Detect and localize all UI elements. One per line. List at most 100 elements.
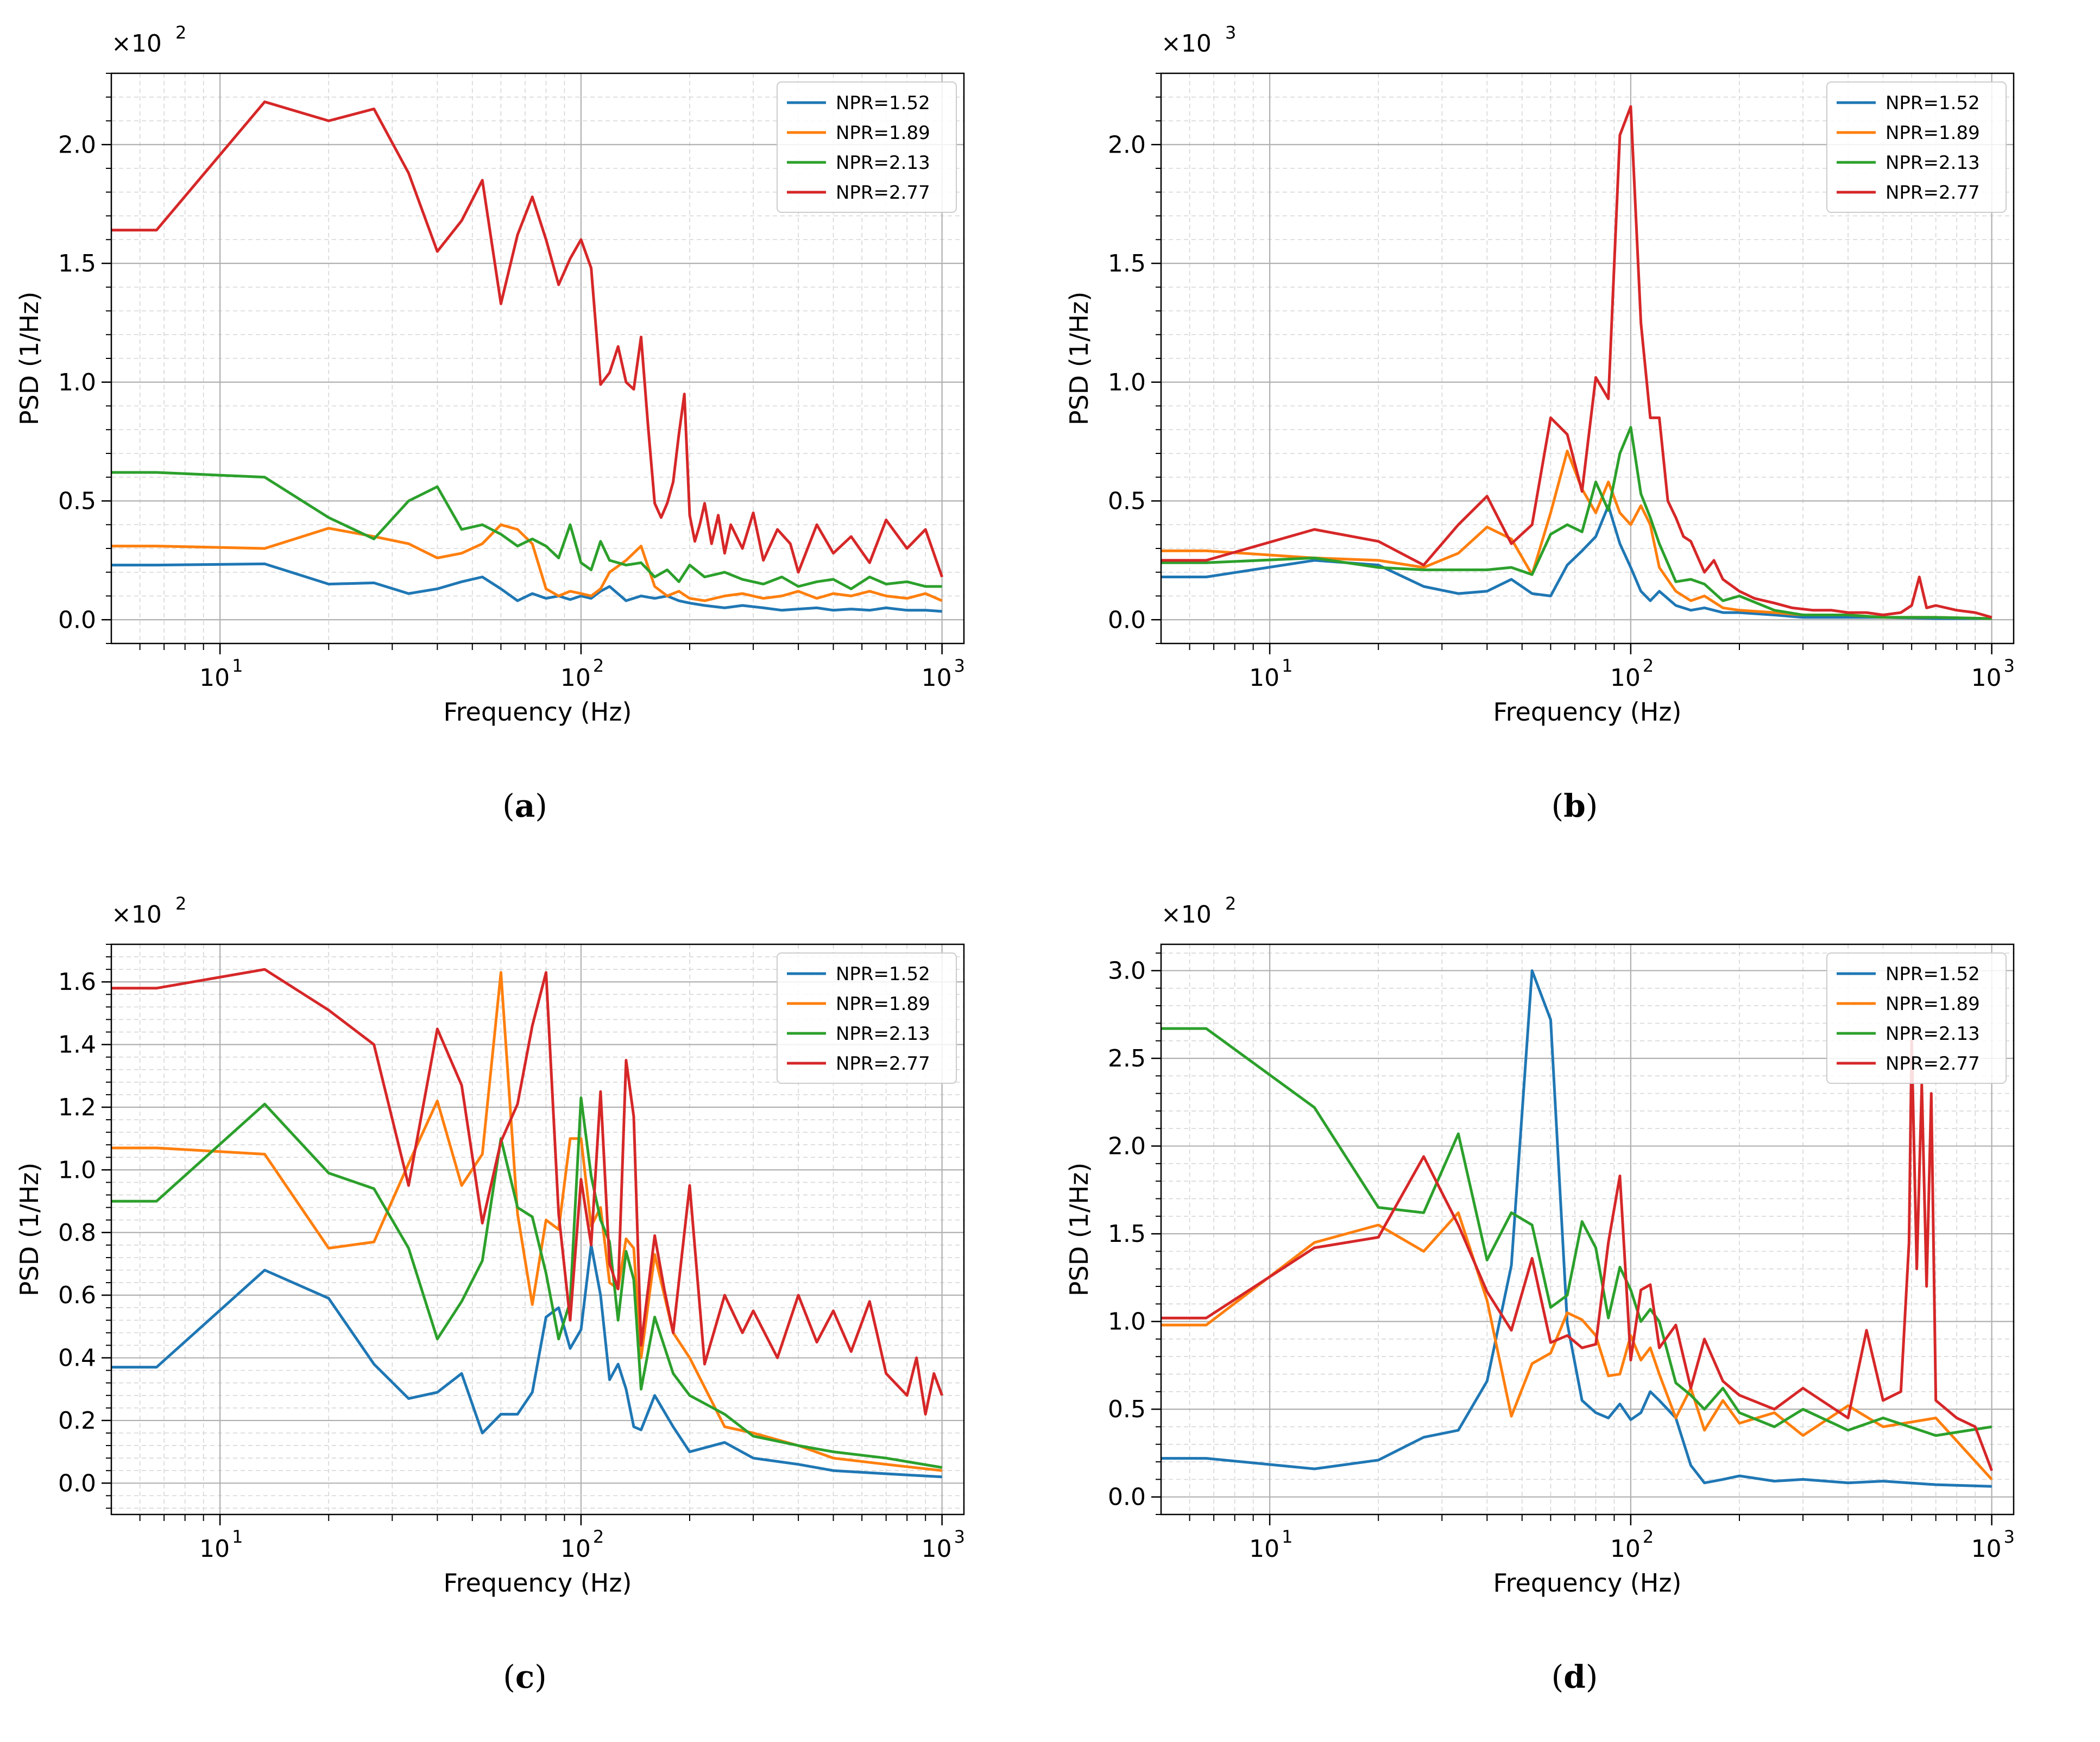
series-line-npr-1-52	[1161, 504, 1992, 620]
plot-frame	[1160, 943, 2015, 1516]
legend-label: NPR=1.89	[836, 993, 930, 1015]
legend-label: NPR=1.52	[1885, 963, 1980, 985]
series-line-npr-1-52	[1161, 969, 1992, 1488]
caption-d: (d)	[1551, 1658, 1598, 1695]
y-axis-label: PSD (1/Hz)	[15, 292, 44, 425]
legend-box	[777, 952, 957, 1084]
x-tick-exponent: 2	[1643, 655, 1654, 676]
y-tick-label: 0.4	[58, 1345, 96, 1372]
x-tick-exponent: 1	[232, 1526, 243, 1547]
x-tick-label: 10	[922, 1535, 952, 1563]
y-tick-label: 1.5	[1108, 250, 1146, 277]
panel-b: 10 1 10 2 10 3 0.0 0.5 1.0 1.5 2.0 ×10 3 Frequency (H…	[1050, 0, 2099, 871]
y-tick-label: 3.0	[1108, 957, 1146, 984]
x-tick-label: 10	[1971, 1535, 2002, 1563]
y-tick-label: 2.0	[1108, 131, 1146, 159]
y-tick-label: 1.5	[1108, 1220, 1146, 1248]
legend-label: NPR=2.13	[836, 1023, 930, 1045]
x-tick-label: 10	[560, 1535, 591, 1563]
y-tick-label: 2.0	[58, 131, 96, 159]
scale-factor: ×10	[1161, 901, 1212, 929]
y-axis-label: PSD (1/Hz)	[1064, 292, 1094, 425]
panel-d: 10 1 10 2 10 3 0.0 0.5 1.0 1.5 2.0 2.5 3.0 ×10 2 Freque…	[1050, 871, 2099, 1742]
y-tick-label: 0.0	[58, 606, 96, 634]
x-tick-exponent: 1	[1282, 655, 1292, 676]
x-tick-label: 10	[1249, 1535, 1279, 1563]
plot-frame	[1160, 72, 2015, 645]
x-tick-exponent: 2	[1643, 1526, 1654, 1547]
legend-label: NPR=1.89	[1885, 122, 1980, 144]
y-tick-label: 1.0	[58, 1156, 96, 1184]
legend-box	[1826, 952, 2007, 1084]
plot-c: 10 1 10 2 10 30.00.20.40.60.81.01.21.41.6×10 2…	[15, 893, 965, 1598]
legend-box	[777, 81, 957, 213]
y-tick-label: 0.0	[58, 1469, 96, 1497]
series-line-npr-1-89	[111, 523, 943, 602]
x-tick-exponent: 3	[954, 655, 965, 676]
legend-label: NPR=2.77	[1885, 182, 1980, 204]
y-tick-label: 1.4	[58, 1031, 96, 1059]
scale-factor-exponent: 2	[175, 893, 186, 914]
scale-factor-exponent: 2	[175, 22, 186, 43]
y-axis-label: PSD (1/Hz)	[1064, 1163, 1094, 1296]
legend-label: NPR=1.52	[836, 963, 930, 985]
legend-label: NPR=2.77	[836, 182, 930, 204]
y-tick-label: 1.5	[58, 250, 96, 277]
series-line-npr-1-52	[111, 562, 942, 613]
legend-label: NPR=1.52	[836, 92, 930, 114]
x-tick-exponent: 3	[2004, 655, 2015, 676]
series-line-npr-2-13	[111, 471, 942, 590]
caption-c: (c)	[503, 1658, 547, 1695]
y-tick-label: 2.5	[1108, 1045, 1146, 1072]
scale-factor: ×10	[111, 901, 162, 929]
x-tick-label: 10	[199, 1535, 230, 1563]
y-tick-label: 2.0	[1108, 1133, 1146, 1160]
y-tick-label: 0.0	[1108, 606, 1146, 634]
scale-factor-exponent: 3	[1225, 22, 1236, 43]
y-tick-label: 0.5	[1108, 488, 1146, 515]
x-tick-exponent: 2	[593, 1526, 604, 1547]
y-tick-label: 0.0	[1108, 1484, 1146, 1511]
x-tick-label: 10	[1610, 664, 1641, 692]
scale-factor-exponent: 2	[1225, 893, 1236, 914]
legend-label: NPR=2.13	[836, 152, 930, 174]
x-axis-label: Frequency (Hz)	[1493, 1568, 1682, 1598]
y-tick-label: 0.2	[58, 1407, 96, 1435]
x-axis-label: Frequency (Hz)	[444, 697, 632, 727]
series-line-npr-2-13	[1161, 426, 1992, 620]
x-axis-label: Frequency (Hz)	[444, 1568, 632, 1598]
y-tick-label: 1.2	[58, 1094, 96, 1121]
x-axis-label: Frequency (Hz)	[1493, 697, 1682, 727]
x-tick-exponent: 1	[232, 655, 243, 676]
panel-a: 10 1 10 2 10 3 0.0 0.5 1.0 1.5 2.0 ×10 2 Frequency (H…	[0, 0, 1050, 871]
caption-a: (a)	[502, 787, 547, 824]
series-line-npr-1-89	[1161, 1211, 1993, 1481]
legend-label: NPR=2.13	[1885, 1023, 1980, 1045]
scale-factor: ×10	[111, 30, 162, 58]
series-line-npr-2-77	[1161, 1039, 1994, 1472]
y-tick-label: 0.8	[58, 1219, 96, 1247]
legend-label: NPR=2.77	[836, 1053, 930, 1075]
plot-frame	[110, 943, 965, 1516]
y-tick-label: 0.5	[1108, 1396, 1146, 1423]
x-tick-label: 10	[560, 664, 591, 692]
y-tick-label: 0.6	[58, 1282, 96, 1309]
series-line-npr-2-13	[111, 1096, 943, 1469]
y-tick-label: 0.5	[58, 488, 96, 515]
legend-label: NPR=1.89	[836, 122, 930, 144]
x-tick-label: 10	[922, 664, 952, 692]
y-tick-label: 1.6	[58, 968, 96, 996]
plot-d: 10 1 10 2 10 30.00.51.01.52.02.53.0×10 2Freque…	[1064, 893, 2015, 1598]
series-line-npr-2-77	[111, 100, 944, 578]
legend-label: NPR=2.13	[1885, 152, 1980, 174]
legend-box	[1826, 81, 2007, 213]
x-tick-exponent: 1	[1282, 1526, 1292, 1547]
series-line-npr-1-52	[111, 1244, 942, 1479]
x-tick-label: 10	[1249, 664, 1279, 692]
plot-frame	[110, 72, 965, 645]
series-line-npr-2-77	[111, 968, 944, 1416]
series-line-npr-2-77	[1161, 105, 1992, 619]
y-tick-label: 1.0	[1108, 369, 1146, 396]
x-tick-exponent: 3	[954, 1526, 965, 1547]
